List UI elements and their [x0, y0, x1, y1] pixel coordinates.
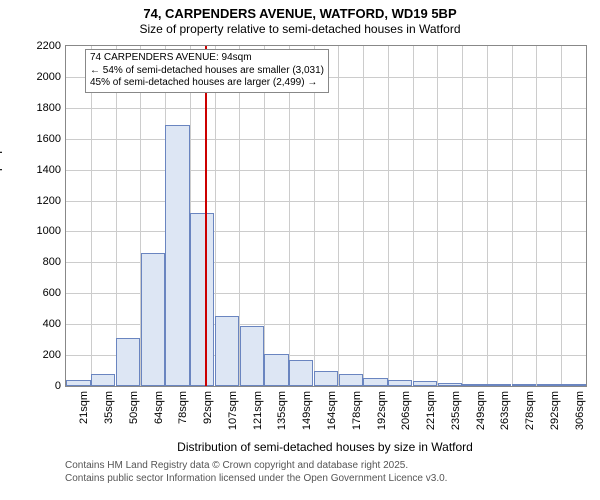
grid-line-v [91, 46, 92, 386]
x-tick-label: 78sqm [177, 391, 189, 424]
grid-line-v [487, 46, 488, 386]
annotation-line1: 74 CARPENDERS AVENUE: 94sqm [90, 52, 324, 65]
grid-line-h [66, 139, 586, 140]
histogram-bar [264, 354, 288, 386]
x-tick-label: 50sqm [128, 391, 140, 424]
histogram-bar [116, 338, 140, 386]
x-tick-label: 149sqm [301, 391, 313, 430]
grid-line-v [561, 46, 562, 386]
x-tick-label: 35sqm [103, 391, 115, 424]
x-tick-label: 178sqm [351, 391, 363, 430]
grid-line-h [66, 108, 586, 109]
x-tick-label: 135sqm [276, 391, 288, 430]
histogram-bar [561, 384, 585, 386]
y-axis-label: Number of semi-detached properties [0, 118, 2, 313]
histogram-bar [537, 384, 561, 386]
y-tick-label: 600 [43, 287, 66, 299]
chart-container: 74, CARPENDERS AVENUE, WATFORD, WD19 5BP… [0, 0, 600, 500]
y-tick-label: 0 [55, 380, 66, 392]
grid-line-h [66, 201, 586, 202]
histogram-bar [339, 374, 363, 386]
x-tick-label: 192sqm [376, 391, 388, 430]
x-tick-label: 92sqm [202, 391, 214, 424]
y-tick-label: 800 [43, 256, 66, 268]
reference-line [205, 46, 207, 386]
grid-line-v [388, 46, 389, 386]
y-tick-label: 1000 [37, 225, 66, 237]
histogram-bar [165, 125, 189, 386]
x-tick-label: 21sqm [78, 391, 90, 424]
histogram-bar [512, 384, 536, 386]
title-line1: 74, CARPENDERS AVENUE, WATFORD, WD19 5BP [0, 6, 600, 22]
y-tick-label: 1600 [37, 133, 66, 145]
histogram-bar [388, 380, 412, 386]
x-tick-label: 221sqm [425, 391, 437, 430]
x-tick-label: 249sqm [475, 391, 487, 430]
annotation-line2: ← 54% of semi-detached houses are smalle… [90, 65, 324, 78]
histogram-bar [413, 381, 437, 386]
x-tick-label: 164sqm [326, 391, 338, 430]
footer-line1: Contains HM Land Registry data © Crown c… [65, 460, 447, 473]
x-tick-label: 263sqm [499, 391, 511, 430]
histogram-bar [141, 253, 165, 386]
histogram-bar [91, 374, 115, 386]
grid-line-h [66, 231, 586, 232]
y-tick-label: 2000 [37, 71, 66, 83]
x-tick-label: 292sqm [549, 391, 561, 430]
grid-line-v [338, 46, 339, 386]
histogram-bar [190, 213, 214, 386]
histogram-bar [438, 383, 462, 386]
grid-line-v [437, 46, 438, 386]
x-tick-label: 206sqm [400, 391, 412, 430]
grid-line-v [512, 46, 513, 386]
grid-line-v [314, 46, 315, 386]
grid-line-v [536, 46, 537, 386]
title-line2: Size of property relative to semi-detach… [0, 22, 600, 36]
grid-line-v [462, 46, 463, 386]
x-tick-label: 64sqm [153, 391, 165, 424]
y-tick-label: 200 [43, 349, 66, 361]
x-tick-label: 306sqm [574, 391, 586, 430]
plot-area: 0200400600800100012001400160018002000220… [65, 45, 587, 387]
x-axis-label: Distribution of semi-detached houses by … [177, 440, 473, 454]
annotation-box: 74 CARPENDERS AVENUE: 94sqm ← 54% of sem… [85, 49, 329, 93]
grid-line-v [363, 46, 364, 386]
x-tick-label: 235sqm [450, 391, 462, 430]
histogram-bar [314, 371, 338, 386]
y-tick-label: 400 [43, 318, 66, 330]
grid-line-h [66, 170, 586, 171]
histogram-bar [363, 378, 387, 386]
histogram-bar [487, 384, 511, 386]
y-tick-label: 1800 [37, 102, 66, 114]
grid-line-v [413, 46, 414, 386]
histogram-bar [240, 326, 264, 386]
histogram-bar [462, 384, 486, 386]
grid-line-v [116, 46, 117, 386]
grid-line-v [289, 46, 290, 386]
x-tick-label: 121sqm [252, 391, 264, 430]
x-tick-label: 107sqm [227, 391, 239, 430]
grid-line-v [264, 46, 265, 386]
histogram-bar [66, 380, 90, 386]
x-tick-label: 278sqm [524, 391, 536, 430]
annotation-line3: 45% of semi-detached houses are larger (… [90, 77, 324, 90]
footer-line2: Contains public sector Information licen… [65, 473, 447, 486]
y-tick-label: 1200 [37, 195, 66, 207]
histogram-bar [289, 360, 313, 386]
y-tick-label: 1400 [37, 164, 66, 176]
y-tick-label: 2200 [37, 40, 66, 52]
footer-text: Contains HM Land Registry data © Crown c… [65, 460, 447, 485]
histogram-bar [215, 316, 239, 386]
chart-title: 74, CARPENDERS AVENUE, WATFORD, WD19 5BP… [0, 0, 600, 36]
